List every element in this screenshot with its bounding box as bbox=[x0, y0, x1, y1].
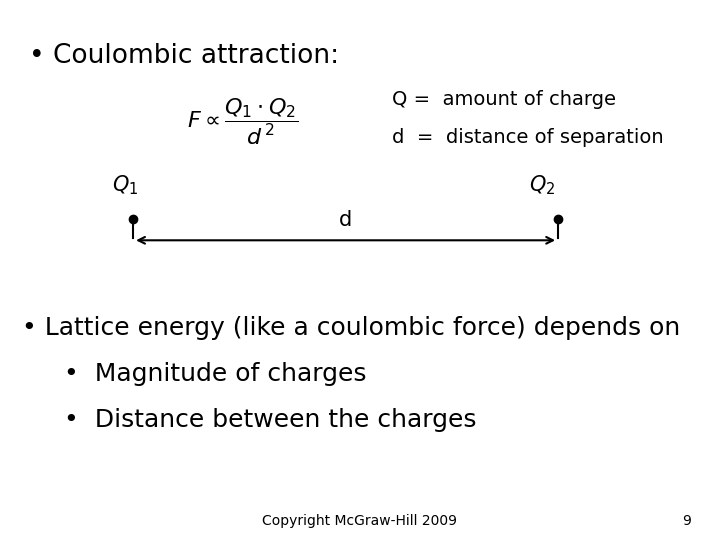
Text: d: d bbox=[339, 210, 352, 230]
Text: • Coulombic attraction:: • Coulombic attraction: bbox=[29, 43, 339, 69]
Text: $Q_2$: $Q_2$ bbox=[529, 173, 556, 197]
Text: 9: 9 bbox=[683, 514, 691, 528]
Text: • Lattice energy (like a coulombic force) depends on: • Lattice energy (like a coulombic force… bbox=[22, 316, 680, 340]
Text: $Q_1$: $Q_1$ bbox=[112, 173, 138, 197]
Text: d  =  distance of separation: d = distance of separation bbox=[392, 128, 664, 147]
Text: Copyright McGraw-Hill 2009: Copyright McGraw-Hill 2009 bbox=[263, 514, 457, 528]
Text: •  Magnitude of charges: • Magnitude of charges bbox=[40, 362, 366, 386]
Text: •  Distance between the charges: • Distance between the charges bbox=[40, 408, 476, 431]
Text: $\mathit{F} \propto \dfrac{Q_1 \cdot Q_2}{d^{\,2}}$: $\mathit{F} \propto \dfrac{Q_1 \cdot Q_2… bbox=[187, 97, 298, 146]
Text: Q =  amount of charge: Q = amount of charge bbox=[392, 90, 616, 110]
